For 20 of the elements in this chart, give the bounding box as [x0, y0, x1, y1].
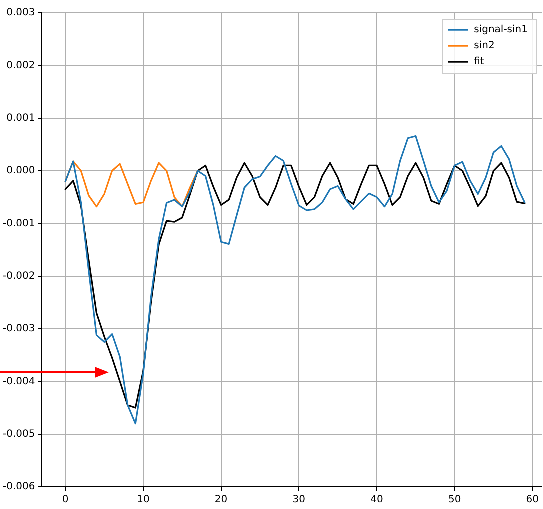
- y-tick-label: -0.005: [2, 428, 36, 440]
- x-tick-label: 0: [62, 494, 69, 506]
- y-tick-label: 0.001: [6, 112, 36, 124]
- x-tick-label: 40: [370, 494, 384, 506]
- x-tick-label: 20: [214, 494, 228, 506]
- legend-label: sin2: [474, 40, 495, 52]
- y-tick-label: -0.004: [2, 376, 36, 388]
- y-tick-label: 0.000: [6, 166, 36, 177]
- y-tick-label: 0.002: [6, 60, 36, 72]
- x-tick-label: 30: [292, 494, 306, 506]
- legend-label: signal-sin1: [474, 24, 528, 36]
- y-tick-label: -0.001: [2, 218, 36, 230]
- x-tick-label: 10: [137, 494, 150, 506]
- x-tick-label: 50: [448, 494, 462, 506]
- y-tick-label: -0.002: [2, 270, 36, 282]
- y-tick-label: -0.003: [2, 324, 36, 335]
- x-tick-label: 60: [526, 494, 540, 506]
- legend-label: fit: [474, 56, 484, 68]
- y-tick-label: 0.003: [6, 8, 36, 19]
- y-tick-label: -0.006: [2, 482, 36, 493]
